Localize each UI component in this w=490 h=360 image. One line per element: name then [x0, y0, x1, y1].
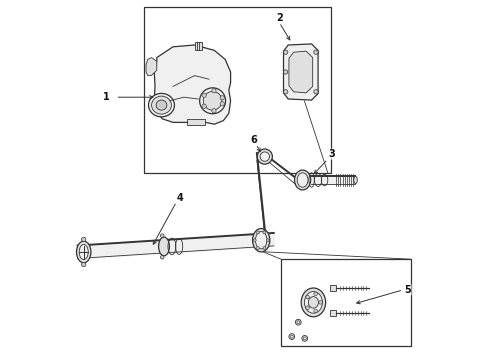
Circle shape: [266, 239, 269, 242]
Circle shape: [314, 50, 318, 54]
Polygon shape: [284, 44, 318, 100]
Text: 5: 5: [404, 285, 411, 295]
Bar: [144, 7, 331, 173]
Circle shape: [81, 237, 86, 242]
Bar: [281, 259, 411, 346]
Ellipse shape: [297, 173, 308, 187]
Circle shape: [81, 262, 86, 267]
Ellipse shape: [199, 88, 225, 114]
Circle shape: [160, 256, 164, 259]
Circle shape: [319, 301, 322, 304]
Circle shape: [212, 89, 216, 93]
Ellipse shape: [255, 231, 267, 249]
Circle shape: [314, 90, 318, 94]
Text: 1: 1: [103, 92, 110, 102]
Circle shape: [306, 306, 309, 310]
Ellipse shape: [291, 335, 293, 338]
Ellipse shape: [303, 337, 306, 340]
Circle shape: [220, 102, 224, 106]
Bar: [187, 119, 205, 125]
Text: 4: 4: [177, 193, 184, 203]
Circle shape: [314, 292, 318, 296]
Ellipse shape: [354, 176, 357, 184]
Bar: [330, 285, 336, 291]
Circle shape: [284, 50, 288, 54]
Circle shape: [263, 247, 266, 249]
Circle shape: [253, 239, 256, 242]
Circle shape: [212, 109, 216, 113]
Circle shape: [284, 70, 288, 74]
Text: 3: 3: [328, 149, 335, 159]
Bar: [330, 310, 336, 316]
Ellipse shape: [260, 152, 270, 161]
Ellipse shape: [302, 336, 308, 341]
Polygon shape: [289, 51, 313, 93]
Ellipse shape: [289, 334, 294, 339]
Circle shape: [202, 93, 206, 98]
Ellipse shape: [76, 241, 91, 263]
Circle shape: [257, 247, 259, 249]
Circle shape: [202, 104, 206, 108]
Ellipse shape: [301, 288, 326, 317]
Ellipse shape: [151, 96, 172, 114]
Ellipse shape: [252, 229, 270, 252]
Circle shape: [284, 90, 288, 94]
Circle shape: [263, 231, 266, 234]
Ellipse shape: [295, 319, 301, 325]
Ellipse shape: [156, 100, 167, 110]
Polygon shape: [154, 45, 231, 124]
Ellipse shape: [297, 321, 300, 324]
Ellipse shape: [308, 297, 318, 308]
Ellipse shape: [79, 244, 88, 260]
Ellipse shape: [159, 237, 170, 256]
Ellipse shape: [257, 149, 272, 164]
Circle shape: [314, 309, 318, 313]
Ellipse shape: [304, 292, 322, 313]
Circle shape: [220, 96, 224, 100]
Ellipse shape: [203, 91, 222, 110]
Text: 6: 6: [250, 135, 257, 145]
Circle shape: [257, 231, 259, 234]
Circle shape: [160, 234, 164, 238]
Polygon shape: [146, 58, 157, 76]
Bar: [195, 42, 202, 50]
Circle shape: [306, 295, 309, 299]
Ellipse shape: [148, 94, 174, 117]
Text: 2: 2: [276, 13, 283, 23]
Ellipse shape: [294, 170, 311, 190]
